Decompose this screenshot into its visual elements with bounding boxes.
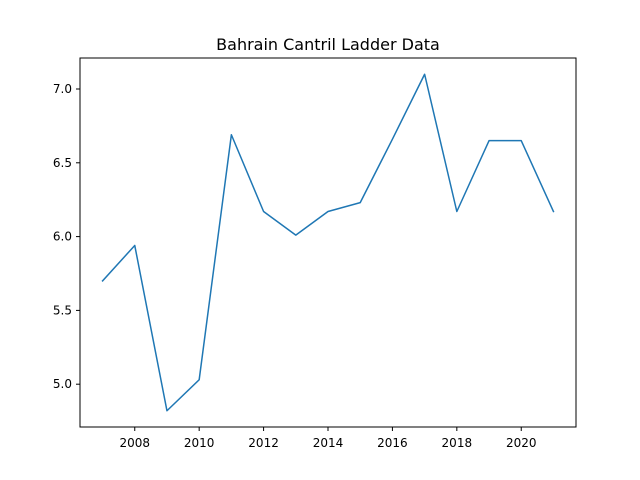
plot-area bbox=[101, 73, 555, 412]
x-tick-label: 2020 bbox=[506, 436, 537, 450]
x-tick-label: 2010 bbox=[184, 436, 215, 450]
y-tick-label: 7.0 bbox=[53, 82, 72, 96]
series-line bbox=[101, 73, 555, 412]
x-tick-label: 2012 bbox=[248, 436, 279, 450]
axes: 2008 2010 2012 2014 2016 2018 2020 5.0 5.5 6.0 6.5… bbox=[53, 57, 577, 450]
y-tick-label: 5.5 bbox=[53, 303, 72, 317]
y-tick-label: 6.0 bbox=[53, 230, 72, 244]
y-tick-label: 5.0 bbox=[53, 377, 72, 391]
x-tick-label: 2008 bbox=[119, 436, 150, 450]
x-tick-label: 2016 bbox=[377, 436, 408, 450]
y-tick-label: 6.5 bbox=[53, 156, 72, 170]
x-tick-label: 2018 bbox=[442, 436, 473, 450]
x-tick-label: 2014 bbox=[313, 436, 344, 450]
chart-title: Bahrain Cantril Ladder Data bbox=[216, 35, 440, 54]
